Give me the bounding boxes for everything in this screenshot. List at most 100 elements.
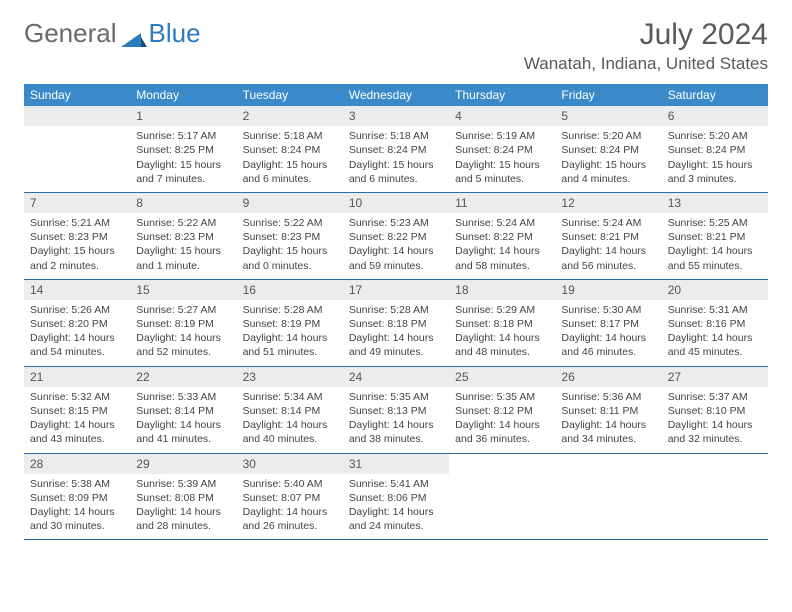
sunrise-line: Sunrise: 5:31 AM bbox=[668, 303, 762, 317]
day-number: 23 bbox=[237, 367, 343, 387]
daylight-line: Daylight: 15 hours and 5 minutes. bbox=[455, 158, 549, 186]
calendar-week: 1Sunrise: 5:17 AMSunset: 8:25 PMDaylight… bbox=[24, 106, 768, 193]
calendar-day: 27 Sunrise: 5:37 AMSunset: 8:10 PMDayligh… bbox=[662, 367, 768, 453]
sunrise-line: Sunrise: 5:41 AM bbox=[349, 477, 443, 491]
calendar-day: 7Sunrise: 5:21 AMSunset: 8:23 PMDaylight… bbox=[24, 193, 130, 279]
sunrise-line: Sunrise: 5:40 AM bbox=[243, 477, 337, 491]
day-details: Sunrise: 5:20 AMSunset: 8:24 PMDaylight:… bbox=[555, 126, 661, 192]
sunrise-line: Sunrise: 5:39 AM bbox=[136, 477, 230, 491]
sunset-line: Sunset: 8:23 PM bbox=[30, 230, 124, 244]
day-number: 3 bbox=[343, 106, 449, 126]
day-number: 26 bbox=[555, 367, 661, 387]
daylight-line: Daylight: 14 hours and 34 minutes. bbox=[561, 418, 655, 446]
day-details: Sunrise: 5:32 AMSunset: 8:15 PMDaylight:… bbox=[24, 387, 130, 453]
daylight-line: Daylight: 14 hours and 30 minutes. bbox=[30, 505, 124, 533]
sunset-line: Sunset: 8:10 PM bbox=[668, 404, 762, 418]
day-details: Sunrise: 5:36 AMSunset: 8:11 PMDaylight:… bbox=[555, 387, 661, 453]
day-number: 14 bbox=[24, 280, 130, 300]
sunrise-line: Sunrise: 5:25 AM bbox=[668, 216, 762, 230]
sunset-line: Sunset: 8:24 PM bbox=[668, 143, 762, 157]
sunrise-line: Sunrise: 5:37 AM bbox=[668, 390, 762, 404]
day-number: 19 bbox=[555, 280, 661, 300]
sunrise-line: Sunrise: 5:28 AM bbox=[243, 303, 337, 317]
sunrise-line: Sunrise: 5:24 AM bbox=[455, 216, 549, 230]
sunset-line: Sunset: 8:20 PM bbox=[30, 317, 124, 331]
calendar-week: 14Sunrise: 5:26 AMSunset: 8:20 PMDayligh… bbox=[24, 280, 768, 367]
sunset-line: Sunset: 8:16 PM bbox=[668, 317, 762, 331]
daylight-line: Daylight: 14 hours and 48 minutes. bbox=[455, 331, 549, 359]
day-number: 10 bbox=[343, 193, 449, 213]
calendar-day-empty bbox=[555, 454, 661, 540]
day-details: Sunrise: 5:20 AMSunset: 8:24 PMDaylight:… bbox=[662, 126, 768, 192]
day-number: 27 bbox=[662, 367, 768, 387]
day-details: Sunrise: 5:18 AMSunset: 8:24 PMDaylight:… bbox=[237, 126, 343, 192]
calendar-day: 16Sunrise: 5:28 AMSunset: 8:19 PMDayligh… bbox=[237, 280, 343, 366]
weekday-header: Sunday bbox=[24, 84, 130, 106]
sunset-line: Sunset: 8:06 PM bbox=[349, 491, 443, 505]
daylight-line: Daylight: 14 hours and 41 minutes. bbox=[136, 418, 230, 446]
day-details: Sunrise: 5:29 AMSunset: 8:18 PMDaylight:… bbox=[449, 300, 555, 366]
calendar-day: 3Sunrise: 5:18 AMSunset: 8:24 PMDaylight… bbox=[343, 106, 449, 192]
day-number: 24 bbox=[343, 367, 449, 387]
calendar-day: 28Sunrise: 5:38 AMSunset: 8:09 PMDayligh… bbox=[24, 454, 130, 540]
day-details: Sunrise: 5:35 AMSunset: 8:12 PMDaylight:… bbox=[449, 387, 555, 453]
sunset-line: Sunset: 8:23 PM bbox=[243, 230, 337, 244]
calendar-day: 5Sunrise: 5:20 AMSunset: 8:24 PMDaylight… bbox=[555, 106, 661, 192]
calendar-day: 29Sunrise: 5:39 AMSunset: 8:08 PMDayligh… bbox=[130, 454, 236, 540]
sunset-line: Sunset: 8:24 PM bbox=[243, 143, 337, 157]
calendar-day: 13Sunrise: 5:25 AMSunset: 8:21 PMDayligh… bbox=[662, 193, 768, 279]
day-number: 6 bbox=[662, 106, 768, 126]
sunrise-line: Sunrise: 5:27 AM bbox=[136, 303, 230, 317]
day-details: Sunrise: 5:31 AMSunset: 8:16 PMDaylight:… bbox=[662, 300, 768, 366]
daylight-line: Daylight: 14 hours and 52 minutes. bbox=[136, 331, 230, 359]
day-details: Sunrise: 5:22 AMSunset: 8:23 PMDaylight:… bbox=[130, 213, 236, 279]
sunset-line: Sunset: 8:17 PM bbox=[561, 317, 655, 331]
day-number: 2 bbox=[237, 106, 343, 126]
daylight-line: Daylight: 14 hours and 59 minutes. bbox=[349, 244, 443, 272]
daylight-line: Daylight: 14 hours and 45 minutes. bbox=[668, 331, 762, 359]
calendar-weeks: 1Sunrise: 5:17 AMSunset: 8:25 PMDaylight… bbox=[24, 106, 768, 540]
daylight-line: Daylight: 14 hours and 32 minutes. bbox=[668, 418, 762, 446]
location: Wanatah, Indiana, United States bbox=[524, 54, 768, 74]
calendar-day: 26Sunrise: 5:36 AMSunset: 8:11 PMDayligh… bbox=[555, 367, 661, 453]
sunrise-line: Sunrise: 5:29 AM bbox=[455, 303, 549, 317]
day-details: Sunrise: 5:30 AMSunset: 8:17 PMDaylight:… bbox=[555, 300, 661, 366]
calendar-week: 21Sunrise: 5:32 AMSunset: 8:15 PMDayligh… bbox=[24, 367, 768, 454]
daylight-line: Daylight: 14 hours and 58 minutes. bbox=[455, 244, 549, 272]
daylight-line: Daylight: 14 hours and 40 minutes. bbox=[243, 418, 337, 446]
day-number: 18 bbox=[449, 280, 555, 300]
daylight-line: Daylight: 14 hours and 28 minutes. bbox=[136, 505, 230, 533]
day-number: 15 bbox=[130, 280, 236, 300]
sunset-line: Sunset: 8:25 PM bbox=[136, 143, 230, 157]
weekday-header-row: SundayMondayTuesdayWednesdayThursdayFrid… bbox=[24, 84, 768, 106]
day-number: 31 bbox=[343, 454, 449, 474]
sunset-line: Sunset: 8:09 PM bbox=[30, 491, 124, 505]
daylight-line: Daylight: 14 hours and 51 minutes. bbox=[243, 331, 337, 359]
calendar-day-empty bbox=[662, 454, 768, 540]
sunrise-line: Sunrise: 5:20 AM bbox=[668, 129, 762, 143]
daylight-line: Daylight: 14 hours and 55 minutes. bbox=[668, 244, 762, 272]
daylight-line: Daylight: 14 hours and 46 minutes. bbox=[561, 331, 655, 359]
calendar-day: 9Sunrise: 5:22 AMSunset: 8:23 PMDaylight… bbox=[237, 193, 343, 279]
sunrise-line: Sunrise: 5:19 AM bbox=[455, 129, 549, 143]
sunrise-line: Sunrise: 5:36 AM bbox=[561, 390, 655, 404]
day-number: 17 bbox=[343, 280, 449, 300]
day-number: 9 bbox=[237, 193, 343, 213]
calendar-day: 12Sunrise: 5:24 AMSunset: 8:21 PMDayligh… bbox=[555, 193, 661, 279]
day-number: 11 bbox=[449, 193, 555, 213]
day-details: Sunrise: 5:24 AMSunset: 8:21 PMDaylight:… bbox=[555, 213, 661, 279]
day-number: 1 bbox=[130, 106, 236, 126]
sunrise-line: Sunrise: 5:20 AM bbox=[561, 129, 655, 143]
day-number: 29 bbox=[130, 454, 236, 474]
daylight-line: Daylight: 14 hours and 54 minutes. bbox=[30, 331, 124, 359]
calendar-day: 8Sunrise: 5:22 AMSunset: 8:23 PMDaylight… bbox=[130, 193, 236, 279]
sunrise-line: Sunrise: 5:18 AM bbox=[243, 129, 337, 143]
weekday-header: Thursday bbox=[449, 84, 555, 106]
day-details: Sunrise: 5:27 AMSunset: 8:19 PMDaylight:… bbox=[130, 300, 236, 366]
daylight-line: Daylight: 15 hours and 2 minutes. bbox=[30, 244, 124, 272]
sunrise-line: Sunrise: 5:23 AM bbox=[349, 216, 443, 230]
sunrise-line: Sunrise: 5:30 AM bbox=[561, 303, 655, 317]
calendar-day: 4Sunrise: 5:19 AMSunset: 8:24 PMDaylight… bbox=[449, 106, 555, 192]
sunset-line: Sunset: 8:19 PM bbox=[243, 317, 337, 331]
sunset-line: Sunset: 8:14 PM bbox=[136, 404, 230, 418]
